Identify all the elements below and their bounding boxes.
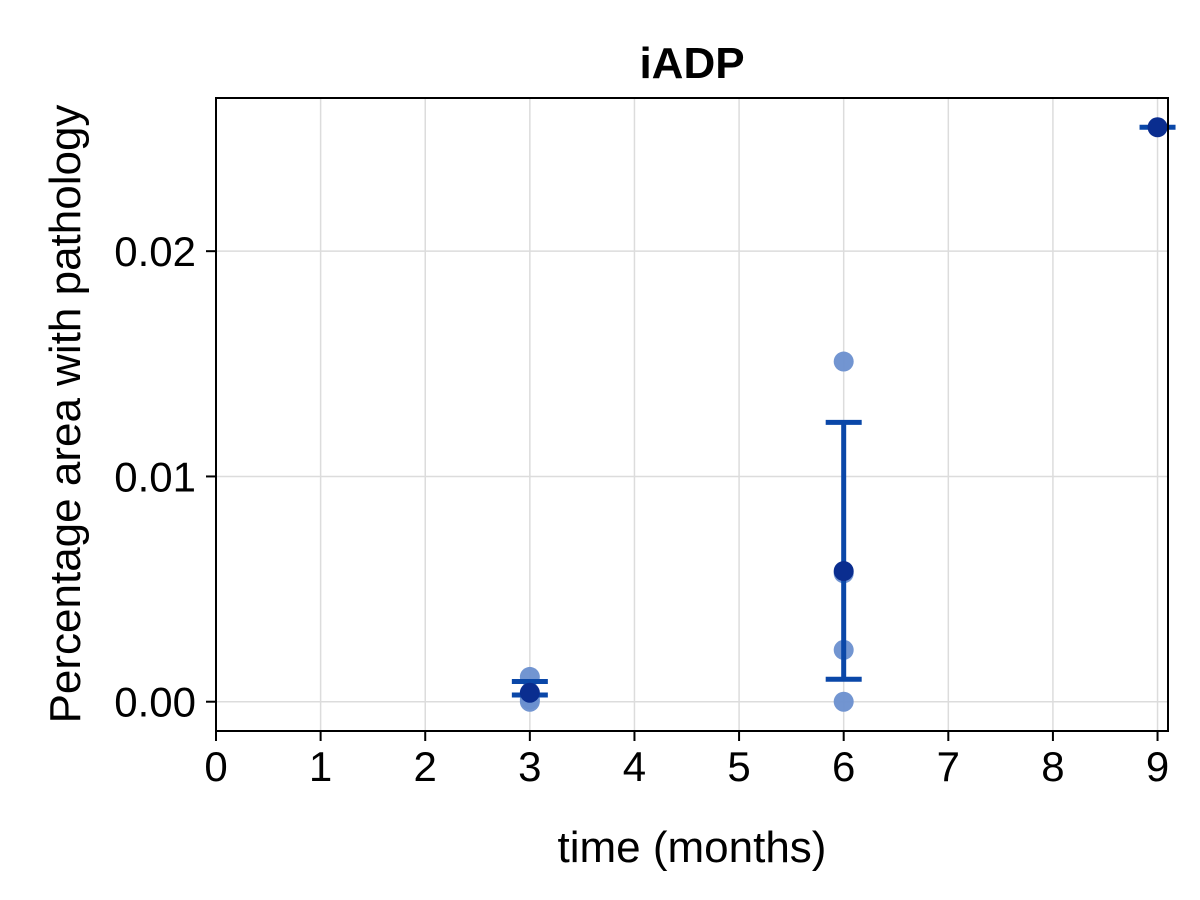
y-tick-label: 0.00 [114, 679, 196, 726]
x-tick-label: 0 [204, 743, 227, 790]
mean-point [1147, 117, 1168, 138]
y-tick-label: 0.02 [114, 228, 196, 275]
y-tick-label: 0.01 [114, 453, 196, 500]
axes: 0 1 2 3 4 5 6 7 8 9 0.00 0.01 0.02 [114, 97, 1169, 790]
x-tick-label: 8 [1041, 743, 1064, 790]
mean-point [519, 682, 540, 703]
x-tick-label: 9 [1146, 743, 1169, 790]
data-point [833, 351, 854, 372]
x-tick-label: 2 [414, 743, 437, 790]
x-tick-label: 7 [937, 743, 960, 790]
grid-lines [215, 98, 1168, 731]
x-axis-label: time (months) [558, 823, 827, 872]
x-tick-label: 3 [518, 743, 541, 790]
y-axis-label: Percentage area with pathology [41, 105, 90, 724]
x-tick-label: 5 [727, 743, 750, 790]
chart-title: iADP [639, 39, 744, 88]
x-tick-label: 4 [623, 743, 646, 790]
data-point [833, 691, 854, 712]
data-marks [511, 117, 1176, 712]
mean-point [833, 561, 854, 582]
plot-frame [215, 97, 1169, 732]
x-tick-label: 1 [309, 743, 332, 790]
x-tick-label: 6 [832, 743, 855, 790]
